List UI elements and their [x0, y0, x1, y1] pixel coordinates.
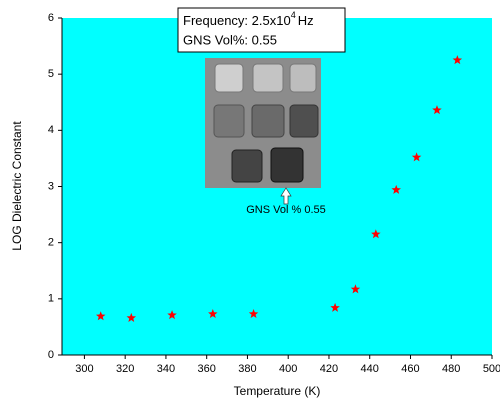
- x-tick-label: 300: [75, 363, 93, 375]
- x-tick-label: 420: [320, 363, 338, 375]
- y-tick-label: 1: [48, 293, 54, 305]
- x-tick-label: 400: [279, 363, 297, 375]
- frequency-unit: Hz: [298, 13, 314, 28]
- chart: Temperature (K) LOG Dielectric Constant …: [0, 0, 500, 401]
- sample: [271, 148, 303, 182]
- annotation-gns: GNS Vol%: 0.55: [183, 32, 277, 47]
- sample: [252, 105, 284, 137]
- x-axis-title: Temperature (K): [234, 384, 321, 398]
- y-tick-label: 5: [48, 68, 54, 80]
- y-tick-label: 3: [48, 180, 54, 192]
- x-tick-label: 500: [483, 363, 500, 375]
- y-tick-label: 0: [48, 349, 54, 361]
- inset-caption: GNS Vol % 0.55: [246, 204, 326, 216]
- y-tick-label: 6: [48, 12, 54, 24]
- x-tick-label: 440: [361, 363, 379, 375]
- y-tick-label: 2: [48, 237, 54, 249]
- sample: [290, 64, 316, 92]
- y-axis-title: LOG Dielectric Constant: [10, 121, 24, 251]
- x-tick-label: 360: [198, 363, 216, 375]
- frequency-text: Frequency: 2.5x10: [183, 13, 291, 28]
- x-tick-label: 320: [116, 363, 134, 375]
- sample: [232, 150, 262, 182]
- x-tick-label: 340: [157, 363, 175, 375]
- frequency-exponent: 4: [291, 10, 296, 20]
- x-tick-label: 460: [401, 363, 419, 375]
- y-tick-label: 4: [48, 124, 54, 136]
- sample: [214, 105, 244, 137]
- x-tick-label: 480: [442, 363, 460, 375]
- sample: [290, 105, 318, 137]
- sample: [215, 64, 243, 92]
- sample: [253, 64, 283, 92]
- x-tick-label: 380: [238, 363, 256, 375]
